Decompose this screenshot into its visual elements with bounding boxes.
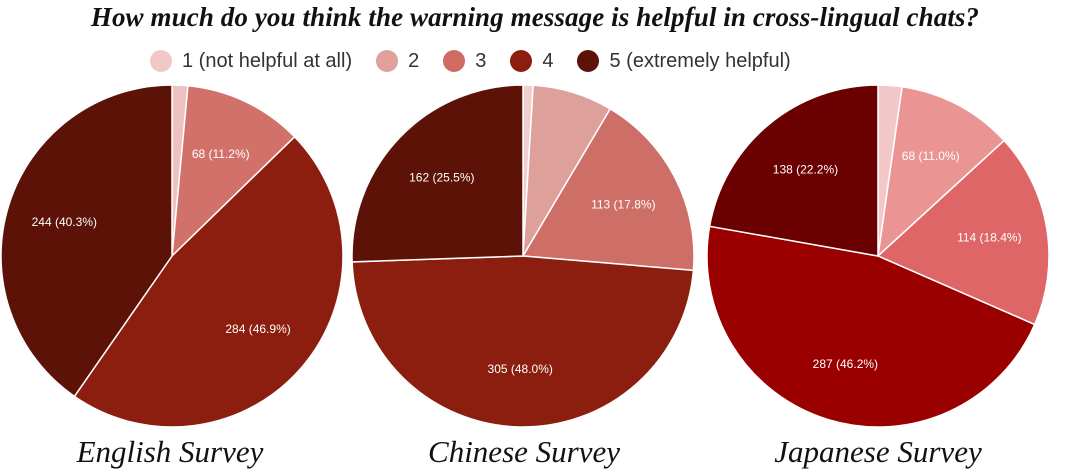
english-pie: 68 (11.2%) 284 (46.9%) 244 (40.3%): [0, 84, 344, 428]
legend-label-4: 4: [542, 49, 554, 72]
english-slice-5: [0, 84, 173, 398]
english-survey-caption: English Survey: [76, 434, 264, 469]
legend-label-3: 3: [475, 49, 487, 72]
chinese-slice-3: [521, 107, 695, 272]
chinese-survey-caption: Chinese Survey: [428, 434, 620, 469]
english-slice-label-4: 284 (46.9%): [225, 322, 290, 336]
legend-swatch-1: [150, 50, 172, 72]
legend-label-2: 2: [408, 49, 420, 72]
chinese-pie: 113 (17.8%) 305 (48.0%) 162 (25.5%): [351, 84, 695, 428]
legend-swatch-4: [510, 50, 533, 72]
japanese-slice-label-2: 68 (11.0%): [902, 149, 960, 163]
legend-swatch-2: [376, 50, 399, 72]
japanese-slice-4: [706, 225, 1036, 428]
legend-swatch-3: [443, 50, 466, 72]
legend-item-4: 4: [510, 50, 553, 73]
chinese-slice-label-5: 162 (25.5%): [409, 171, 474, 185]
chart-title: How much do you think the warning messag…: [90, 2, 980, 32]
legend-item-3: 3: [443, 50, 486, 73]
japanese-slice-2: [876, 85, 1006, 258]
english-slice-label-3: 68 (11.2%): [192, 147, 250, 161]
legend-item-2: 2: [376, 50, 419, 73]
legend: 1 (not helpful at all) 2 3 4 5 (extremel…: [150, 47, 815, 75]
legend-item-1: 1 (not helpful at all): [150, 50, 352, 73]
english-slice-3: [171, 84, 296, 258]
english-slice-label-5: 244 (40.3%): [32, 215, 97, 229]
chinese-slice-4: [351, 255, 695, 428]
legend-item-5: 5 (extremely helpful): [577, 49, 791, 73]
japanese-slice-5: [708, 84, 879, 257]
legend-label-1: 1 (not helpful at all): [182, 49, 353, 72]
legend-label-5: 5 (extremely helpful): [609, 49, 791, 72]
chinese-slice-label-3: 113 (17.8%): [591, 197, 655, 211]
chinese-slice-label-4: 305 (48.0%): [488, 362, 553, 376]
japanese-slice-label-4: 287 (46.2%): [813, 357, 878, 371]
japanese-pie: 68 (11.0%) 114 (18.4%) 287 (46.2%) 138 (22.…: [706, 84, 1050, 428]
legend-swatch-5: [577, 50, 600, 72]
japanese-slice-3: [876, 139, 1050, 326]
english-slice-4: [73, 135, 344, 428]
japanese-slice-label-5: 138 (22.2%): [773, 163, 838, 177]
japanese-survey-caption: Japanese Survey: [774, 434, 982, 469]
japanese-slice-label-3: 114 (18.4%): [957, 231, 1021, 245]
chinese-slice-5: [351, 84, 524, 263]
